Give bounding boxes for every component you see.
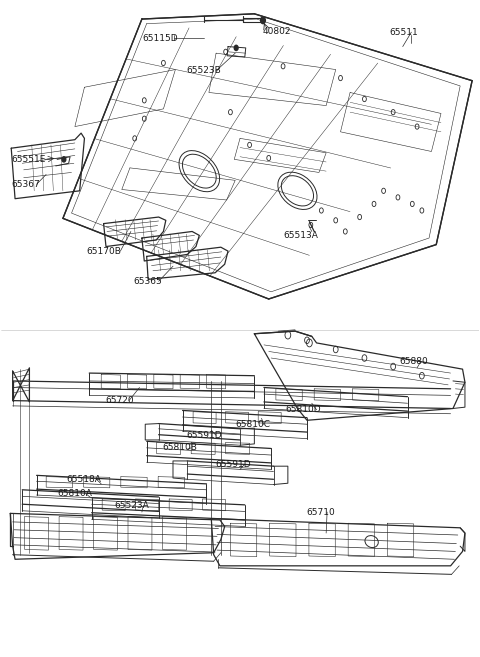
Text: 65523B: 65523B xyxy=(186,66,221,76)
Text: 65365: 65365 xyxy=(134,277,163,286)
Text: 65367: 65367 xyxy=(11,180,40,189)
Text: 65810C: 65810C xyxy=(235,420,270,430)
Text: 65523A: 65523A xyxy=(115,501,149,510)
Text: 65880: 65880 xyxy=(399,357,428,366)
Text: 65810D: 65810D xyxy=(286,405,321,415)
Text: 65170B: 65170B xyxy=(86,246,121,256)
Text: 65511: 65511 xyxy=(389,28,418,37)
Text: 65810A: 65810A xyxy=(57,489,92,498)
Text: 65115D: 65115D xyxy=(142,34,178,43)
Circle shape xyxy=(234,45,238,51)
Text: 65513A: 65513A xyxy=(283,231,318,240)
Text: 65591D: 65591D xyxy=(186,431,222,440)
Text: 65720: 65720 xyxy=(105,396,133,405)
Text: 40802: 40802 xyxy=(263,27,291,36)
Circle shape xyxy=(261,17,265,24)
Text: 65591D: 65591D xyxy=(215,460,251,468)
Text: 65710: 65710 xyxy=(306,508,335,516)
Text: 65518A: 65518A xyxy=(67,475,102,484)
Circle shape xyxy=(62,157,66,162)
Text: 65551E: 65551E xyxy=(11,155,46,164)
Text: 65810B: 65810B xyxy=(162,443,197,452)
